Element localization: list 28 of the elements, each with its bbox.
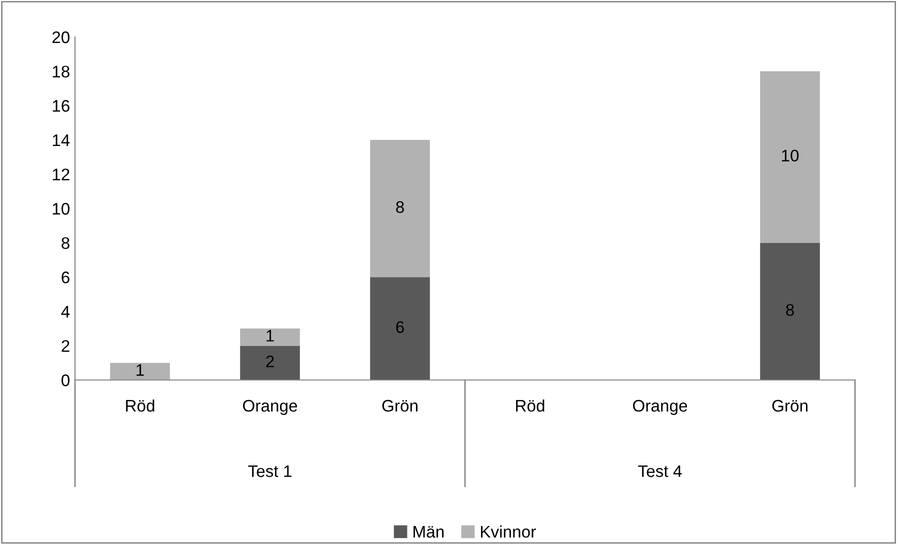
data-label: 1 [266, 330, 274, 342]
data-label: 8 [786, 304, 794, 316]
x-tick-label: Orange [242, 400, 298, 415]
x-tick-label: Orange [632, 400, 688, 415]
x-tick-label: Grön [772, 400, 808, 412]
y-tick-label: 0 [62, 374, 70, 386]
y-tick-label: 2 [62, 340, 70, 352]
legend-label: Kvinnor [480, 525, 536, 538]
y-tick-label: 12 [52, 168, 70, 180]
y-tick-label: 16 [52, 100, 70, 112]
data-label: 6 [396, 321, 404, 334]
x-tick-label: Röd [516, 399, 544, 412]
x-tick-label: Röd [126, 399, 154, 412]
data-label: 8 [396, 201, 404, 213]
text: Test 1 [248, 465, 292, 478]
y-tick-label: 6 [62, 272, 70, 284]
x-tick-label: Grön [382, 400, 418, 412]
y-tick-label: 14 [52, 134, 70, 146]
y-tick-label: 18 [52, 66, 70, 78]
text: Test 4 [638, 465, 682, 478]
data-label: 1 [136, 364, 144, 376]
y-tick-label: 10 [52, 202, 70, 215]
y-tick-label: 8 [62, 237, 70, 250]
data-label: 2 [266, 356, 274, 368]
y-tick-label: 20 [52, 31, 70, 44]
legend-label: Män [414, 526, 444, 538]
y-tick-label: 4 [61, 306, 70, 318]
data-label: 10 [782, 150, 799, 162]
